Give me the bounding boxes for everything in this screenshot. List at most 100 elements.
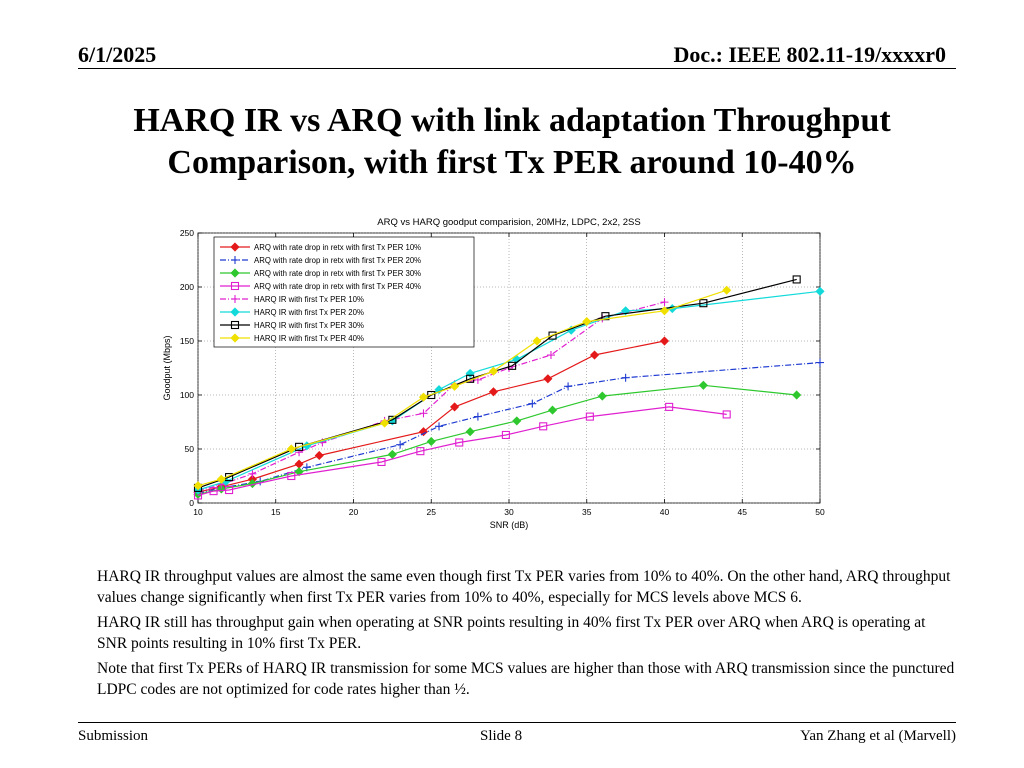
data-point-series-1 [659,336,670,346]
legend-swatch-marker [230,320,240,330]
legend-swatch-marker [230,281,240,291]
data-point-series-8 [286,444,296,454]
data-point-series-5 [546,351,555,360]
data-point-series-8 [488,366,499,376]
series-line-3 [197,384,797,495]
x-tick-label: 35 [582,507,592,517]
data-point-series-8 [216,474,226,484]
x-tick-label: 40 [660,507,670,517]
data-point-series-4 [455,438,464,447]
data-point-series-2 [564,382,573,391]
goodput-chart: ARQ vs HARQ goodput comparision, 20MHz, … [162,217,825,530]
legend-swatch-marker [230,333,240,343]
data-point-series-8 [722,285,732,295]
data-point-series-2 [528,399,537,408]
data-point-series-6 [815,286,825,296]
y-tick-label: 200 [180,282,194,292]
x-axis-label: SNR (dB) [490,520,529,530]
data-point-series-4 [287,471,296,481]
x-tick-label: 45 [738,507,748,517]
data-point-series-7 [548,331,557,340]
series-line-7 [197,278,797,489]
data-point-series-5 [248,469,257,478]
legend-entry-label: ARQ with rate drop in retx with first Tx… [254,243,421,252]
legend-box [213,236,475,348]
data-point-series-8 [193,481,203,491]
data-point-series-1 [314,450,324,461]
data-point-series-4 [501,430,510,440]
legend-entry-label: HARQ IR with first Tx PER 40% [254,334,364,343]
data-point-series-3 [792,390,802,400]
data-point-series-7 [601,312,610,321]
footer-divider [78,722,956,723]
data-point-series-8 [659,306,670,316]
x-tick-label: 30 [504,507,514,517]
x-tick-label: 20 [349,507,359,517]
body-paragraph-3: Note that first Tx PERs of HARQ IR trans… [97,660,955,698]
data-point-series-3 [698,380,708,390]
data-point-series-8 [418,392,429,402]
data-point-series-4 [209,487,218,496]
data-point-series-2 [396,440,405,449]
data-point-series-2 [435,422,444,431]
y-tick-label: 150 [180,336,194,346]
data-point-series-4 [722,410,731,419]
legend-swatch-marker [230,268,240,278]
footer-submission: Submission [78,728,149,744]
data-point-series-3 [512,416,522,426]
y-tick-label: 0 [189,498,194,508]
legend-swatch-marker [230,307,240,317]
x-tick-label: 10 [193,507,203,517]
legend-swatch-marker [231,295,239,303]
data-point-series-1 [450,402,460,412]
data-point-series-1 [488,387,499,397]
data-point-series-7 [792,275,801,284]
data-point-series-4 [585,412,594,421]
header-date: 6/1/2025 [78,42,157,67]
x-tick-label: 25 [427,507,437,517]
legend-entry-label: ARQ with rate drop in retx with first Tx… [254,269,421,278]
body-text: HARQ IR throughput values are almost the… [97,566,957,704]
data-point-series-7 [427,390,436,400]
body-paragraph-1: HARQ IR throughput values are almost the… [97,568,951,606]
x-tick-label: 50 [815,507,825,517]
chart-title: ARQ vs HARQ goodput comparision, 20MHz, … [377,217,640,228]
header-divider [78,68,956,69]
data-point-series-5 [660,298,669,307]
data-point-series-7 [295,442,304,451]
legend-swatch-marker [231,256,239,264]
legend-entry-label: ARQ with rate drop in retx with first Tx… [254,282,421,291]
data-point-series-8 [582,316,592,327]
y-tick-label: 250 [180,228,194,238]
slide-title: HARQ IR vs ARQ with link adaptation Thro… [60,100,964,184]
data-point-series-4 [416,447,425,456]
data-point-series-4 [225,485,234,495]
data-point-series-8 [450,381,460,391]
data-point-series-8 [532,336,542,346]
y-axis-label: Goodput (Mbps) [162,335,172,400]
legend-swatch-marker [230,242,240,252]
data-point-series-5 [419,409,428,418]
y-tick-label: 50 [185,444,195,454]
data-point-series-3 [426,436,436,447]
legend-entry-label: ARQ with rate drop in retx with first Tx… [254,256,421,265]
series-line-4 [197,406,727,496]
footer-slide-number: Slide 8 [480,728,523,744]
data-point-series-7 [508,361,517,370]
data-point-series-1 [418,427,429,437]
data-point-series-7 [699,299,708,308]
data-point-series-2 [621,373,630,382]
header-doc-id: Doc.: IEEE 802.11-19/xxxxr0 [673,42,946,67]
data-point-series-4 [377,457,386,467]
legend-entry-label: HARQ IR with first Tx PER 20% [254,308,364,317]
y-tick-label: 100 [180,390,194,400]
data-point-series-3 [465,427,475,437]
x-tick-label: 15 [271,507,281,517]
legend-entry-label: HARQ IR with first Tx PER 10% [254,295,364,304]
data-point-series-2 [473,412,482,421]
data-point-series-8 [380,418,390,428]
footer-authors: Yan Zhang et al (Marvell) [800,728,956,744]
data-point-series-2 [816,358,824,367]
data-point-series-1 [589,350,600,360]
data-point-series-4 [665,402,674,411]
